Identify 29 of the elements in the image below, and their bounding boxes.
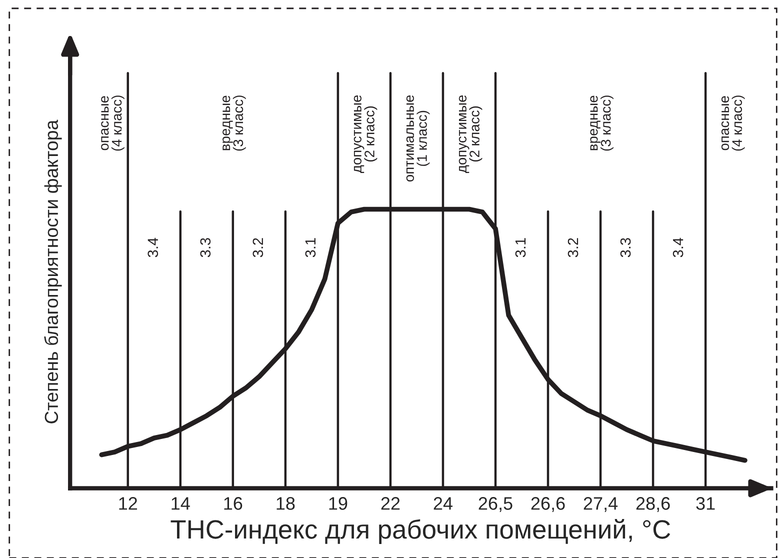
x-tick-label: 14: [172, 497, 190, 510]
x-tick-label: 31: [696, 497, 715, 510]
annotation: 3.2: [252, 238, 264, 258]
x-tick-label: 12: [119, 497, 138, 510]
x-tick-label: 28,6: [636, 497, 670, 512]
text: вредные (3 класс): [222, 96, 246, 151]
x-tick-label: 26,6: [531, 497, 565, 512]
x-tick-label: 22: [381, 497, 400, 510]
annotation: 3.1: [515, 238, 526, 258]
x-tick-label: 27,4: [584, 497, 618, 512]
text: вредные (3 класс): [590, 96, 614, 151]
annotation: 3.2: [568, 238, 578, 258]
x-tick-label: 16: [224, 497, 242, 510]
text: оптимальные (1 класс): [406, 95, 430, 182]
annotation: 3.1: [305, 238, 316, 258]
text: опасные (4 класс): [721, 96, 745, 151]
annotation: 3.3: [200, 238, 211, 258]
text: опасные (4 класс): [101, 96, 124, 151]
x-tick-label: 19: [329, 497, 348, 510]
annotation: 3.4: [148, 238, 158, 258]
y-axis-title: Степень благоприятности фактора: [44, 120, 62, 424]
x-tick-label: 18: [276, 497, 295, 510]
text: допустимые (2 класс): [354, 95, 378, 174]
x-tick-label: 24: [434, 497, 452, 510]
x-tick-label: 26,5: [478, 497, 512, 512]
text: допустимые (2 класс): [458, 95, 482, 174]
x-axis-title: ТНС-индекс для рабочих помещений, °С: [170, 518, 670, 544]
annotation: 3.4: [672, 238, 684, 258]
annotation: 3.3: [620, 238, 631, 258]
